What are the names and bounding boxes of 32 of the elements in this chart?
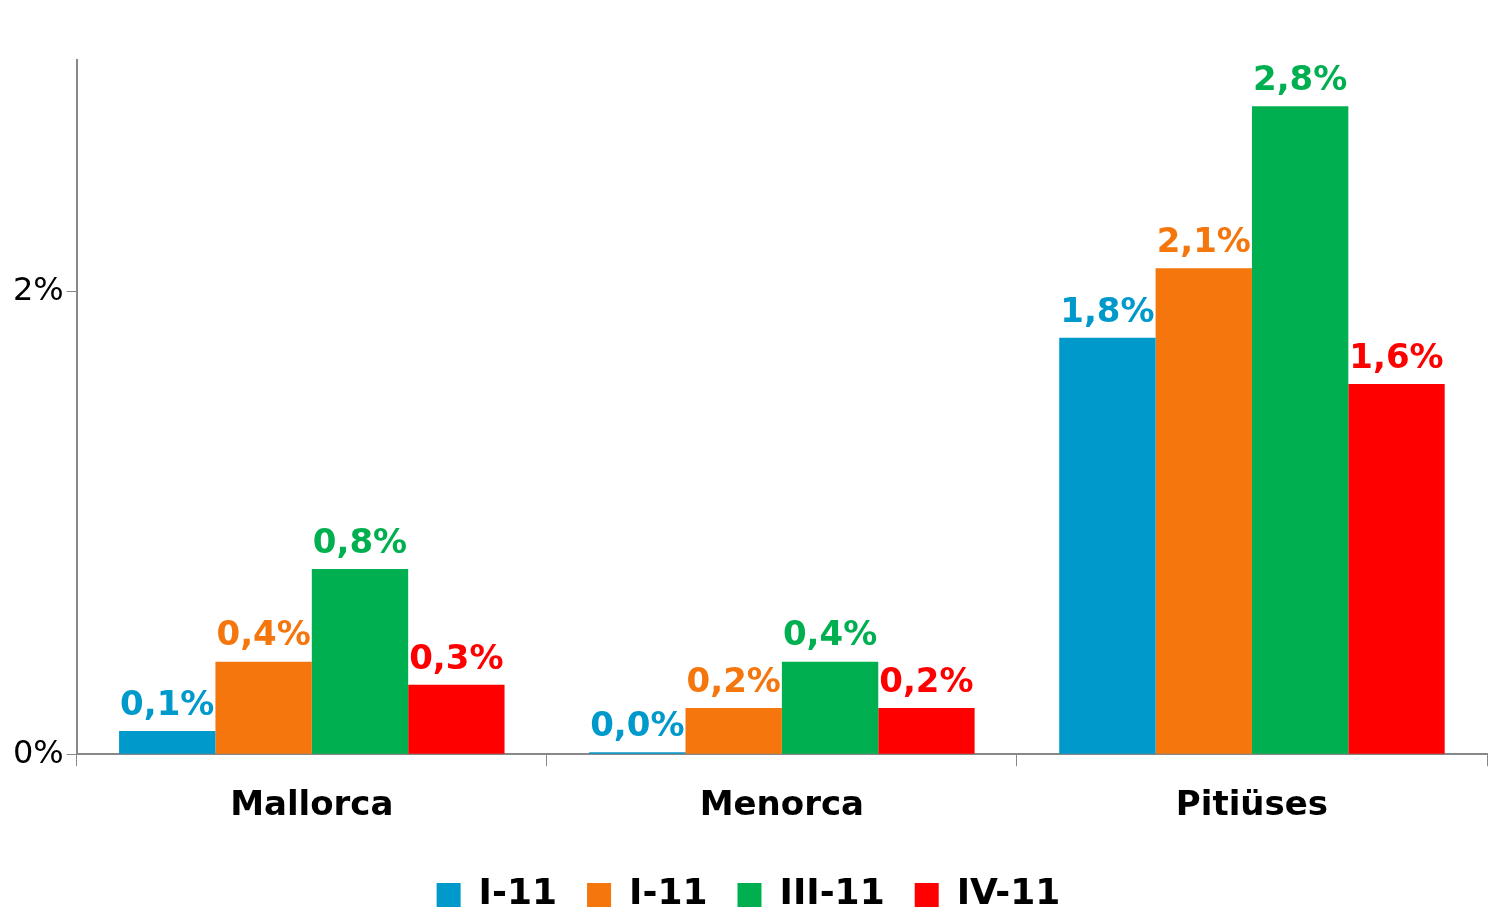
bar xyxy=(781,661,879,754)
data-label: 0,0% xyxy=(590,704,685,745)
data-label: 0,2% xyxy=(879,659,974,700)
data-label: 0,1% xyxy=(120,682,215,723)
y-tick-label: 0% xyxy=(13,732,64,771)
x-tick-label: Mallorca xyxy=(230,783,394,824)
bar xyxy=(685,707,782,754)
legend-label: III-11 xyxy=(779,871,885,913)
bar xyxy=(1059,337,1156,754)
data-label: 0,8% xyxy=(312,520,408,561)
data-label: 1,6% xyxy=(1349,335,1444,376)
bar xyxy=(1348,383,1445,754)
bar xyxy=(1251,106,1349,754)
x-tick-label: Pitiüses xyxy=(1175,783,1329,824)
legend-label: I-11 xyxy=(478,871,558,913)
bar xyxy=(119,731,216,754)
legend-label: IV-11 xyxy=(956,871,1061,913)
data-label: 0,4% xyxy=(216,613,311,654)
x-tick-label: Menorca xyxy=(699,783,865,824)
y-tick-label: 2% xyxy=(13,269,64,308)
data-label: 2,1% xyxy=(1156,220,1251,261)
bar xyxy=(878,707,975,754)
data-label: 0,3% xyxy=(409,636,504,677)
bar xyxy=(408,684,505,754)
bar xyxy=(1155,268,1252,754)
legend-label: I-11 xyxy=(629,871,708,913)
data-label: 1,8% xyxy=(1060,289,1155,330)
data-label: 0,4% xyxy=(782,613,878,654)
data-label: 0,2% xyxy=(686,659,781,700)
bar xyxy=(215,661,312,754)
data-label: 2,8% xyxy=(1253,58,1348,99)
bar xyxy=(311,569,409,754)
